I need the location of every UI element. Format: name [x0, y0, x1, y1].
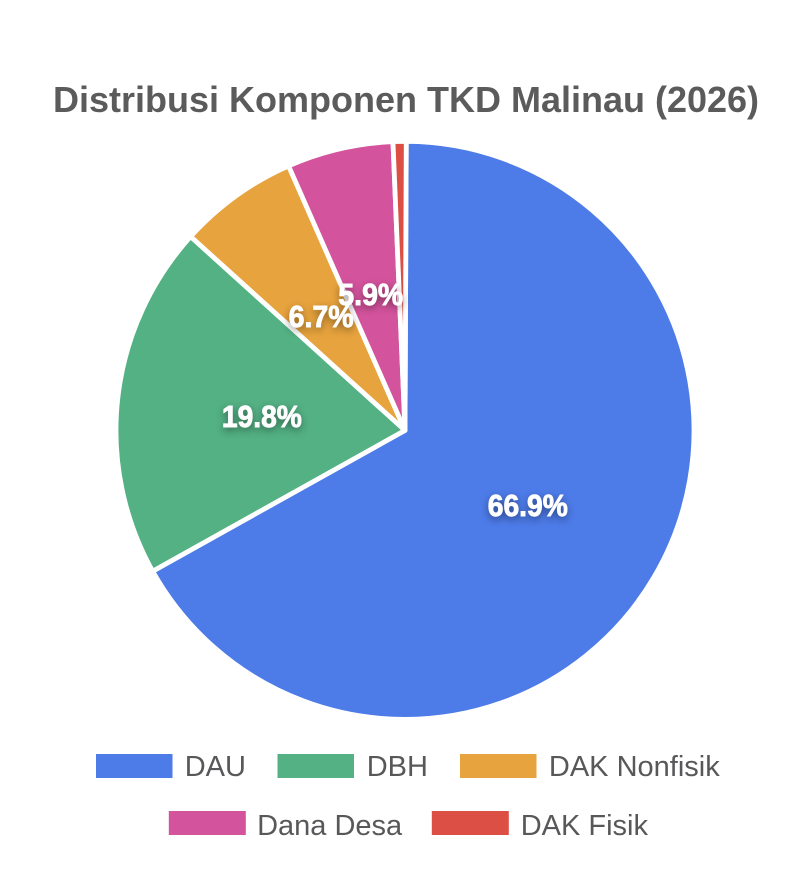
svg-text:DBH: DBH [367, 751, 428, 783]
svg-text:66.9%: 66.9% [488, 489, 568, 523]
svg-text:DAK Fisik: DAK Fisik [521, 810, 649, 842]
svg-text:Dana Desa: Dana Desa [257, 810, 403, 842]
svg-text:DAU: DAU [185, 751, 246, 783]
svg-text:5.9%: 5.9% [338, 278, 403, 312]
svg-text:6.7%: 6.7% [289, 300, 354, 334]
svg-text:19.8%: 19.8% [222, 400, 302, 434]
svg-text:Distribusi Komponen TKD Malina: Distribusi Komponen TKD Malinau (2026) [53, 79, 759, 120]
svg-text:DAK Nonfisik: DAK Nonfisik [549, 751, 720, 783]
